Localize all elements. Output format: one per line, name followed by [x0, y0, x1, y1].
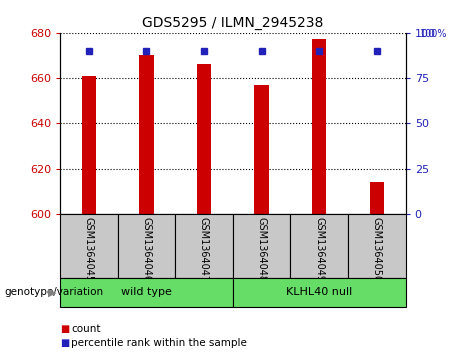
Bar [82, 76, 96, 214]
Text: ■: ■ [60, 323, 69, 334]
Bar [348, 214, 406, 278]
Text: GSM1364049: GSM1364049 [314, 217, 324, 282]
Text: GSM1364050: GSM1364050 [372, 217, 382, 282]
Text: GSM1364048: GSM1364048 [257, 217, 266, 282]
Bar [197, 64, 211, 214]
Bar [175, 214, 233, 278]
Bar [118, 214, 175, 278]
Bar [254, 85, 269, 214]
Text: ■: ■ [60, 338, 69, 348]
Text: GSM1364045: GSM1364045 [84, 217, 94, 282]
Bar [312, 40, 326, 214]
Text: GSM1364047: GSM1364047 [199, 217, 209, 282]
Text: genotype/variation: genotype/variation [5, 287, 104, 297]
Text: wild type: wild type [121, 287, 172, 297]
Bar [370, 182, 384, 214]
Bar [290, 214, 348, 278]
Bar [233, 214, 290, 278]
Text: KLHL40 null: KLHL40 null [286, 287, 352, 297]
Text: count: count [71, 323, 101, 334]
Text: GSM1364046: GSM1364046 [142, 217, 151, 282]
Text: percentile rank within the sample: percentile rank within the sample [71, 338, 248, 348]
Bar [60, 278, 233, 307]
Bar [60, 214, 118, 278]
Text: ▶: ▶ [48, 287, 56, 297]
Y-axis label: 100%: 100% [420, 29, 447, 39]
Bar [139, 55, 154, 214]
Title: GDS5295 / ILMN_2945238: GDS5295 / ILMN_2945238 [142, 16, 324, 30]
Bar [233, 278, 406, 307]
